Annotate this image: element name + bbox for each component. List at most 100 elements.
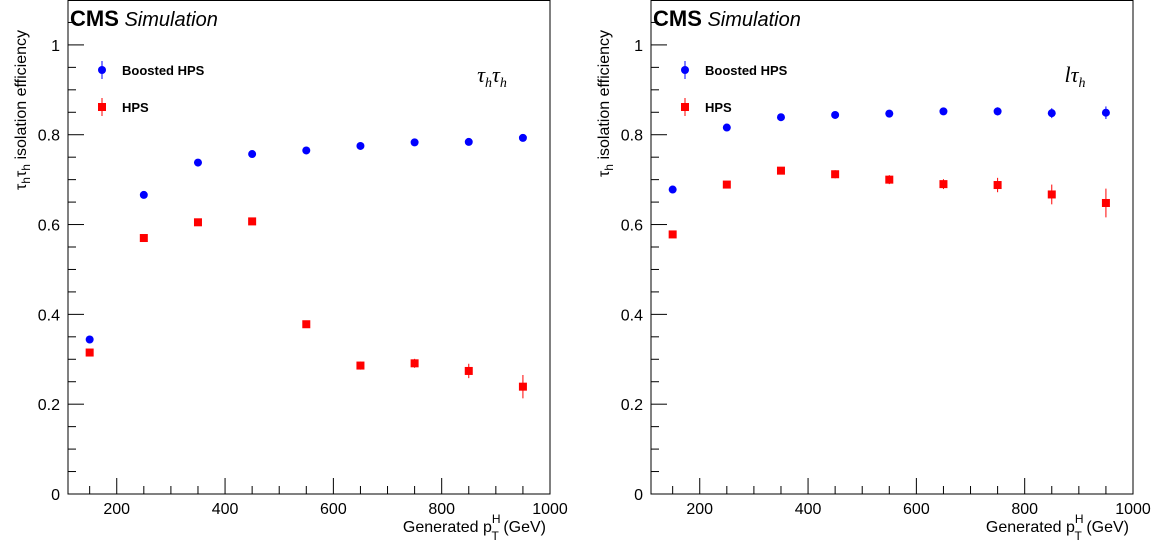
y-axis-title-tau1: τ (596, 170, 613, 177)
y-axis-title-tau2: τ (13, 170, 30, 177)
point-s1-p0 (85, 348, 94, 357)
cms-header: CMS Simulation (70, 6, 218, 31)
y-axis-title-sub1: h (602, 164, 616, 171)
point-s1-p6 (993, 181, 1002, 190)
point-s0-p1 (139, 190, 148, 199)
point-s0-p0 (85, 335, 94, 344)
x-tick-label: 800 (428, 501, 455, 518)
channel-label-sub2: h (1079, 76, 1086, 91)
x-tick-label: 800 (1011, 501, 1038, 518)
y-axis-title-rest: isolation efficiency (13, 30, 30, 164)
y-tick-label: 0 (51, 487, 60, 504)
channel-label-sub: h (485, 76, 492, 91)
point-s0-p1 (722, 123, 731, 132)
y-axis-title-tau1: τ (13, 183, 30, 190)
legend-label: HPS (122, 100, 149, 115)
point-s1-p5 (939, 180, 948, 189)
point-s0-p8 (1101, 108, 1110, 117)
x-axis-title-main: Generated p (986, 519, 1075, 536)
legend-marker-0 (681, 66, 689, 74)
point-s0-p3 (248, 150, 257, 159)
x-axis-title: Generated pH T (GeV) (986, 512, 1129, 543)
simulation-label: Simulation (119, 9, 218, 31)
y-tick-label: 0.4 (38, 307, 60, 324)
channel-label-sub2: h (500, 76, 507, 91)
y-tick-label: 1 (634, 38, 643, 55)
chart-panel-tautau: 0 0.2 0.4 0.6 0.8 1 200 400 600 800 1000 CMS Simula… (13, 0, 568, 543)
x-axis-title: Generated pH T (GeV) (403, 512, 546, 543)
point-s0-p5 (356, 141, 365, 150)
channel-label-main2: τ (492, 62, 501, 87)
channel-label: τhτh (477, 62, 507, 91)
x-tick-label: 600 (320, 501, 347, 518)
chart-svg-ltau: 0 0.2 0.4 0.6 0.8 1 200 400 600 800 1000 CMS Simula… (596, 0, 1151, 543)
y-axis-title: τhτh isolation efficiency (13, 30, 33, 190)
point-s1-p4 (302, 320, 311, 329)
chart-svg-tautau: 0 0.2 0.4 0.6 0.8 1 200 400 600 800 1000 CMS Simula… (13, 0, 568, 543)
point-s1-p2 (193, 218, 202, 227)
point-s0-p6 (993, 107, 1002, 116)
point-s1-p4 (885, 175, 894, 184)
x-tick-label: 1000 (532, 501, 568, 518)
point-s1-p7 (1047, 190, 1056, 199)
cms-label: CMS (653, 6, 702, 31)
x-axis-title-unit: (GeV) (499, 519, 546, 536)
y-axis-title-rest: isolation efficiency (596, 30, 613, 164)
x-tick-label: 1000 (1115, 501, 1151, 518)
y-axis-title-sub2: h (19, 164, 33, 171)
cms-header: CMS Simulation (653, 6, 801, 31)
legend-label: HPS (705, 100, 732, 115)
point-s1-p3 (248, 217, 257, 226)
y-axis-title: τh isolation efficiency (596, 30, 616, 177)
x-tick-label: 400 (212, 501, 239, 518)
y-tick-label: 0.6 (621, 218, 643, 235)
chart-panel-ltau: 0 0.2 0.4 0.6 0.8 1 200 400 600 800 1000 CMS Simula… (583, 0, 1166, 549)
legend-marker-1 (98, 103, 106, 111)
y-axis-title-sub1: h (19, 177, 33, 184)
channel-label-main: l (1065, 62, 1071, 87)
point-s1-p1 (722, 180, 731, 189)
point-s0-p7 (464, 137, 473, 146)
point-s1-p8 (1101, 198, 1110, 207)
point-s0-p0 (668, 185, 677, 194)
y-tick-label: 0 (634, 487, 643, 504)
x-axis-title-sup: H (492, 512, 501, 526)
legend-marker-0 (98, 66, 106, 74)
point-s1-p7 (464, 366, 473, 375)
y-tick-label: 0.6 (38, 218, 60, 235)
y-tick-label: 0.8 (621, 128, 643, 145)
point-s0-p6 (410, 138, 419, 147)
x-axis-title-main: Generated p (403, 519, 492, 536)
point-s0-p5 (939, 107, 948, 116)
point-s1-p2 (776, 166, 785, 175)
x-tick-label: 200 (686, 501, 713, 518)
point-s1-p8 (518, 382, 527, 391)
cms-label: CMS (70, 6, 119, 31)
y-tick-label: 0.8 (38, 128, 60, 145)
x-axis-title-sup: H (1075, 512, 1084, 526)
x-tick-label: 200 (103, 501, 130, 518)
channel-label-main: τ (477, 62, 486, 87)
point-s1-p1 (139, 234, 148, 243)
y-tick-label: 0.2 (38, 397, 60, 414)
point-s1-p5 (356, 361, 365, 370)
y-tick-label: 1 (51, 38, 60, 55)
legend-label: Boosted HPS (122, 63, 205, 78)
channel-label-main2: τ (1071, 62, 1080, 87)
x-tick-label: 400 (795, 501, 822, 518)
point-s0-p4 (302, 146, 311, 155)
point-s0-p7 (1047, 109, 1056, 118)
point-s0-p3 (831, 110, 840, 119)
x-axis-title-unit: (GeV) (1082, 519, 1129, 536)
point-s0-p4 (885, 109, 894, 118)
y-tick-label: 0.4 (621, 307, 643, 324)
point-s1-p3 (831, 170, 840, 179)
point-s1-p0 (668, 230, 677, 239)
channel-label: lτh (1065, 62, 1086, 91)
x-tick-label: 600 (903, 501, 930, 518)
x-axis-title-sub: T (1075, 529, 1083, 543)
point-s1-p6 (410, 359, 419, 368)
simulation-label: Simulation (702, 9, 801, 31)
point-s0-p2 (776, 113, 785, 122)
legend-label: Boosted HPS (705, 63, 788, 78)
